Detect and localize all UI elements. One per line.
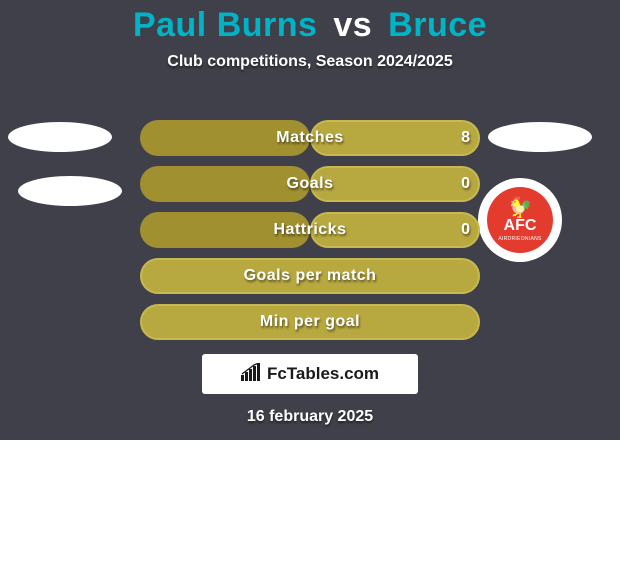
fctables-logo: FcTables.com — [202, 354, 418, 394]
stat-label: Min per goal — [0, 304, 620, 340]
player2-name: Bruce — [388, 6, 487, 44]
page-title: Paul Burns vs Bruce — [0, 0, 620, 45]
stat-row: Matches8 — [0, 120, 620, 156]
subtitle: Club competitions, Season 2024/2025 — [0, 53, 620, 71]
stat-label: Goals — [0, 166, 620, 202]
logo-text: FcTables.com — [267, 364, 379, 384]
stat-row: Hattricks0 — [0, 212, 620, 248]
stat-row: Goals per match — [0, 258, 620, 294]
bar-chart-icon — [241, 363, 263, 386]
stat-row: Min per goal — [0, 304, 620, 340]
stat-row: Goals0 — [0, 166, 620, 202]
stat-label: Hattricks — [0, 212, 620, 248]
stat-label: Matches — [0, 120, 620, 156]
stat-value-right: 8 — [461, 120, 470, 156]
stat-value-right: 0 — [461, 166, 470, 202]
vs-text: vs — [333, 6, 372, 44]
comparison-card: Paul Burns vs Bruce Club competitions, S… — [0, 0, 620, 440]
date-text: 16 february 2025 — [0, 408, 620, 426]
player1-name: Paul Burns — [133, 6, 317, 44]
stat-label: Goals per match — [0, 258, 620, 294]
stats-container: Matches8Goals0Hattricks0Goals per matchM… — [0, 120, 620, 350]
stat-value-right: 0 — [461, 212, 470, 248]
